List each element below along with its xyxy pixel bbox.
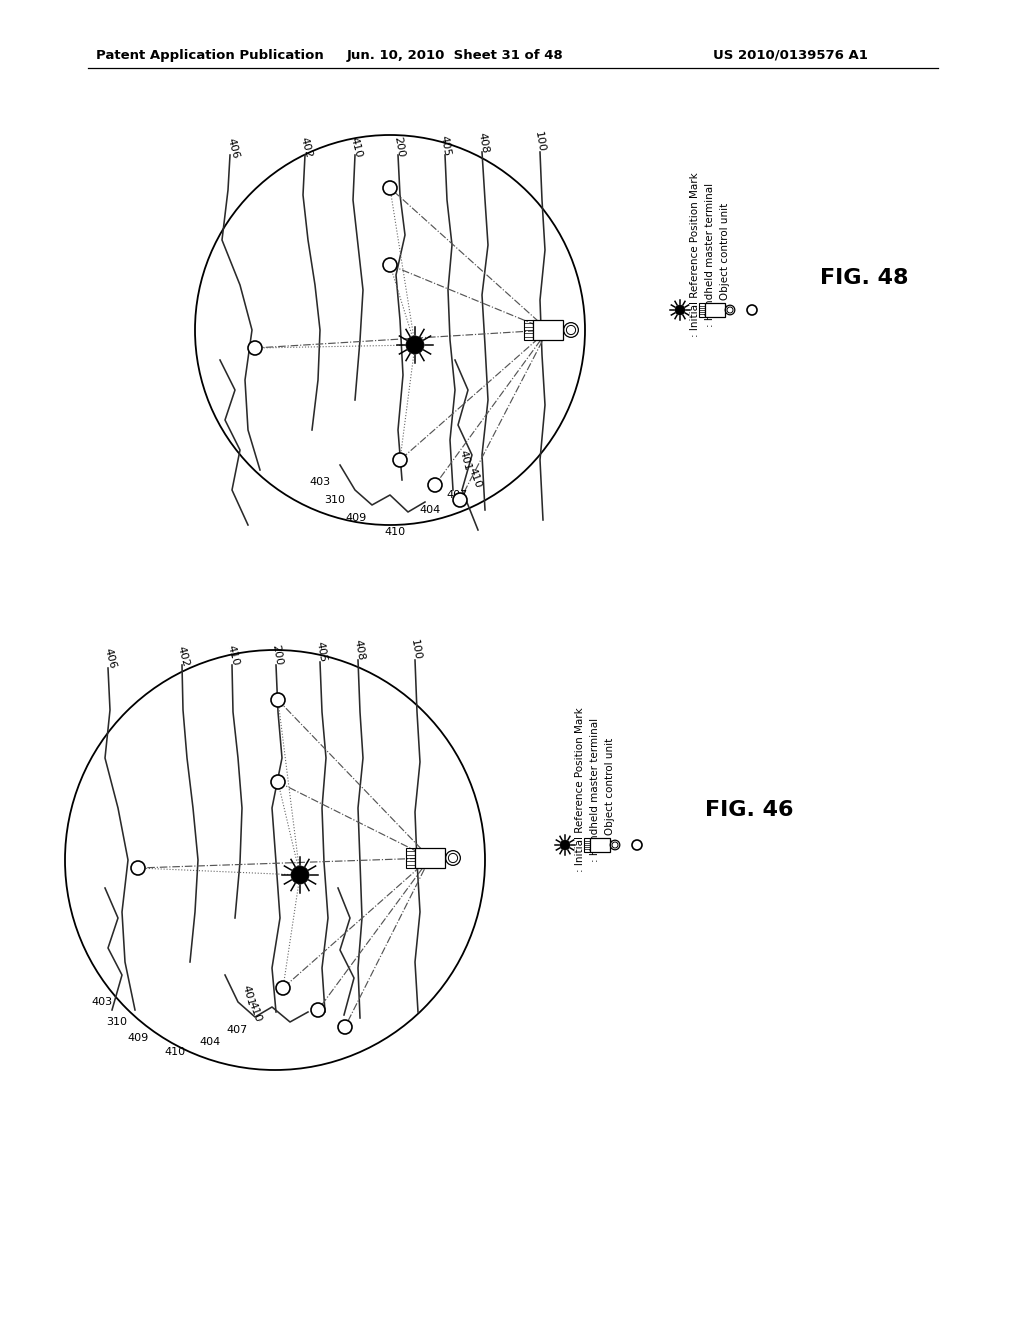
Text: 410: 410 [247, 1001, 263, 1023]
Text: 410: 410 [467, 466, 483, 490]
Circle shape [453, 492, 467, 507]
Text: US 2010/0139576 A1: US 2010/0139576 A1 [713, 49, 867, 62]
Text: 100: 100 [410, 639, 423, 661]
Text: 401: 401 [241, 983, 256, 1006]
Text: 310: 310 [106, 1016, 128, 1027]
Circle shape [291, 866, 309, 884]
FancyBboxPatch shape [534, 319, 563, 341]
Text: 310: 310 [325, 495, 345, 506]
Text: 406: 406 [225, 136, 241, 160]
Circle shape [560, 840, 570, 850]
Text: Jun. 10, 2010  Sheet 31 of 48: Jun. 10, 2010 Sheet 31 of 48 [347, 49, 563, 62]
Text: 100: 100 [534, 131, 547, 153]
Circle shape [393, 453, 407, 467]
Text: Patent Application Publication: Patent Application Publication [96, 49, 324, 62]
Text: 401: 401 [458, 449, 472, 471]
Text: 406: 406 [102, 647, 118, 669]
Circle shape [131, 861, 145, 875]
Text: 404: 404 [420, 506, 440, 515]
Text: 405: 405 [438, 135, 452, 157]
Text: 407: 407 [446, 490, 468, 500]
Text: : Handheld master terminal: : Handheld master terminal [705, 183, 715, 327]
Text: 410: 410 [225, 644, 241, 667]
Text: 410: 410 [348, 136, 364, 158]
Circle shape [311, 1003, 325, 1016]
Text: 409: 409 [127, 1034, 148, 1043]
Text: 410: 410 [384, 527, 406, 537]
Circle shape [338, 1020, 352, 1034]
Circle shape [406, 337, 424, 354]
Text: 403: 403 [309, 477, 331, 487]
FancyBboxPatch shape [591, 838, 609, 851]
Text: 407: 407 [226, 1026, 248, 1035]
Circle shape [271, 693, 285, 708]
Circle shape [248, 341, 262, 355]
Text: 404: 404 [200, 1038, 220, 1047]
Text: FIG. 46: FIG. 46 [705, 800, 794, 820]
Circle shape [383, 181, 397, 195]
Circle shape [675, 305, 685, 315]
Text: : Initial Reference Position Mark: : Initial Reference Position Mark [690, 173, 700, 338]
Text: 200: 200 [392, 136, 406, 158]
Text: : Initial Reference Position Mark: : Initial Reference Position Mark [575, 708, 585, 873]
Text: : Object control unit: : Object control unit [720, 203, 730, 308]
Circle shape [746, 305, 757, 315]
Text: 408: 408 [476, 132, 489, 154]
Text: 405: 405 [314, 640, 328, 663]
FancyBboxPatch shape [416, 847, 444, 869]
FancyBboxPatch shape [706, 304, 725, 317]
Text: 409: 409 [345, 513, 367, 523]
Circle shape [428, 478, 442, 492]
Circle shape [271, 775, 285, 789]
Text: : Handheld master terminal: : Handheld master terminal [590, 718, 600, 862]
Circle shape [276, 981, 290, 995]
Text: 410: 410 [165, 1047, 185, 1057]
Circle shape [383, 257, 397, 272]
Text: 403: 403 [91, 997, 113, 1007]
Text: 402: 402 [298, 136, 313, 158]
Text: : Object control unit: : Object control unit [605, 738, 615, 842]
Text: 200: 200 [270, 644, 284, 667]
Text: 408: 408 [352, 639, 366, 661]
Circle shape [632, 840, 642, 850]
Text: FIG. 48: FIG. 48 [820, 268, 908, 288]
Text: 402: 402 [175, 644, 190, 668]
